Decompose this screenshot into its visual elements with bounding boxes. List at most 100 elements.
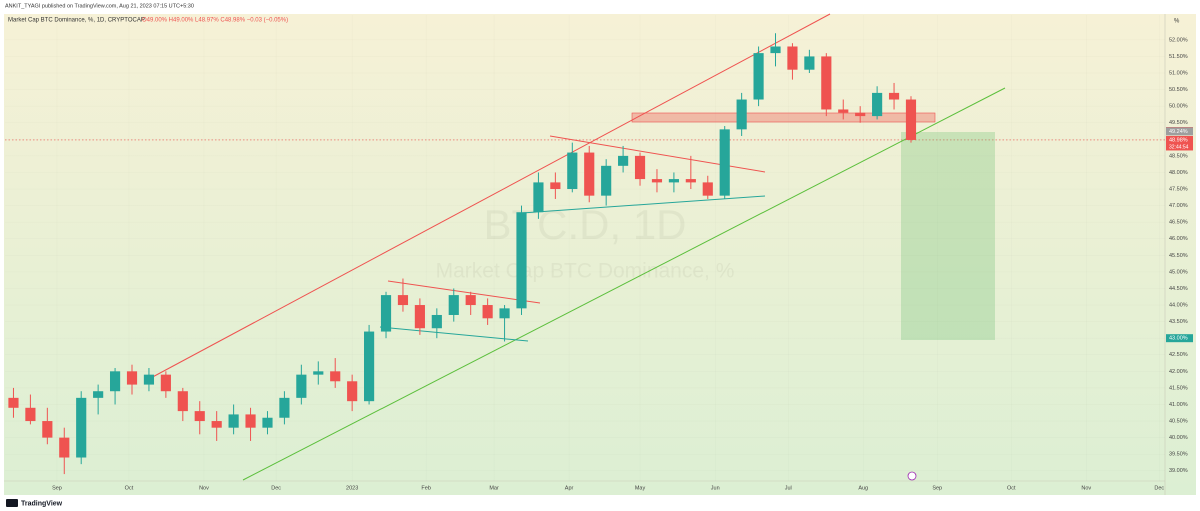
event-icon[interactable]: [907, 471, 917, 481]
candle-body: [601, 165, 612, 196]
price-label-box: [1166, 334, 1193, 343]
candle-body: [618, 155, 629, 166]
x-tick-label: Nov: [199, 485, 209, 491]
drawings: [146, 13, 1006, 481]
candle-body: [76, 397, 87, 458]
candle-body: [567, 152, 578, 190]
y-tick-label: 42.50%: [1169, 352, 1188, 358]
channel-bottom: [242, 87, 1006, 481]
trendline: [387, 280, 541, 304]
y-tick-label: 42.00%: [1169, 369, 1188, 375]
y-tick-label: 46.50%: [1169, 220, 1188, 226]
candle-body: [364, 331, 375, 402]
y-tick-label: 44.00%: [1169, 302, 1188, 308]
y-tick-label: 41.50%: [1169, 385, 1188, 391]
y-tick-label: 51.50%: [1169, 54, 1188, 60]
y-tick-label: 47.50%: [1169, 186, 1188, 192]
x-tick-label: Oct: [125, 485, 134, 491]
x-tick-label: Sep: [52, 485, 62, 491]
candle-body: [905, 99, 917, 140]
candle-body: [533, 182, 544, 213]
candle-body: [550, 182, 561, 190]
candle-body: [702, 182, 713, 196]
y-tick-label: 39.50%: [1169, 452, 1188, 458]
candle-body: [499, 308, 510, 319]
trendline: [379, 326, 529, 342]
candle-body: [838, 109, 849, 113]
y-tick-label: 39.00%: [1169, 468, 1188, 474]
y-tick-label: 40.00%: [1169, 435, 1188, 441]
candle-body: [59, 437, 70, 458]
price-label-box: [1166, 135, 1193, 144]
x-tick-label: Nov: [1081, 485, 1091, 491]
y-tick-label: 44.50%: [1169, 286, 1188, 292]
footer-bar: [0, 495, 1200, 511]
candle-body: [584, 152, 595, 196]
candle-body: [668, 179, 679, 183]
channel-top: [146, 13, 831, 381]
percent-toggle[interactable]: %: [1174, 19, 1180, 25]
candle-body: [109, 371, 121, 392]
candle-body: [380, 295, 392, 332]
countdown-box: [1166, 143, 1193, 151]
price-label: 48.98%: [1169, 137, 1188, 143]
candle-body: [245, 414, 256, 428]
candle-body: [736, 99, 747, 130]
candle-body: [211, 421, 222, 428]
x-tick-label: Aug: [858, 485, 868, 491]
y-tick-label: 41.00%: [1169, 402, 1188, 408]
watermark-subtitle: Market Cap BTC Dominance, %: [436, 260, 735, 283]
price-label: 49.24%: [1169, 129, 1188, 135]
candle-body: [753, 53, 764, 100]
target-box: [901, 132, 995, 340]
x-tick-label: Dec: [1154, 485, 1164, 491]
x-tick-label: Feb: [421, 485, 430, 491]
candle-body: [482, 305, 493, 319]
candle-body: [143, 374, 155, 385]
ohlc-legend: O49.00% H49.00% L48.97% C48.98% −0.03 (−…: [142, 18, 288, 24]
candle-body: [279, 397, 290, 418]
y-tick-label: 49.50%: [1169, 120, 1188, 126]
candle-body: [651, 179, 663, 183]
y-tick-label: 40.50%: [1169, 419, 1188, 425]
candle-body: [330, 371, 341, 382]
candle-body: [8, 397, 19, 408]
candle-body: [787, 46, 798, 70]
y-tick-label: 45.00%: [1169, 269, 1188, 275]
x-tick-label: Mar: [489, 485, 499, 491]
y-tick-label: 50.50%: [1169, 87, 1188, 93]
candle-body: [719, 129, 730, 196]
candle-body: [414, 305, 425, 329]
y-tick-label: 43.50%: [1169, 319, 1188, 325]
y-tick-label: 52.00%: [1169, 37, 1188, 43]
x-tick-label: May: [635, 485, 646, 491]
price-label-box: [1166, 127, 1193, 136]
y-tick-label: 47.00%: [1169, 203, 1188, 209]
candle-body: [25, 407, 36, 422]
candle-body: [347, 381, 358, 402]
footer-logo: [6, 499, 18, 507]
y-tick-label: 46.00%: [1169, 236, 1188, 242]
x-tick-label: Sep: [932, 485, 942, 491]
candle-body: [448, 295, 459, 315]
candle-body: [685, 179, 696, 183]
candle-body: [262, 417, 273, 428]
y-tick-label: 48.50%: [1169, 153, 1188, 159]
candle-body: [516, 212, 527, 309]
candle-body: [855, 112, 866, 117]
candle-body: [888, 92, 900, 100]
y-tick-label: 45.50%: [1169, 253, 1188, 259]
candle-body: [465, 295, 476, 306]
price-label: 43.00%: [1169, 336, 1188, 342]
candle-body: [160, 374, 171, 392]
x-tick-label: Apr: [565, 485, 574, 491]
y-tick-label: 50.00%: [1169, 104, 1188, 110]
x-tick-label: Dec: [271, 485, 281, 491]
candle-body: [397, 295, 409, 306]
countdown: 32:44:54: [1169, 144, 1189, 150]
x-tick-label: 2023: [346, 485, 358, 491]
symbol-title: Market Cap BTC Dominance, %, 1D, CRYPTOC…: [8, 18, 145, 24]
candle-body: [313, 371, 324, 375]
